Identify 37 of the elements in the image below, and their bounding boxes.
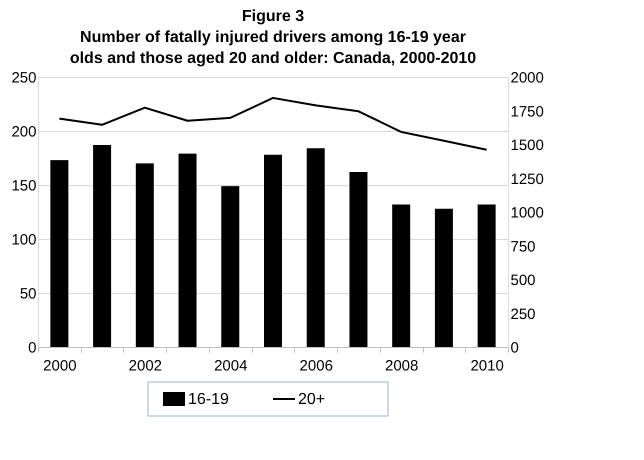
- bar: [136, 163, 154, 347]
- bar: [392, 204, 410, 347]
- y-tick-label: 200: [11, 124, 36, 140]
- bar: [434, 208, 453, 347]
- legend-label: 20+: [298, 391, 326, 408]
- bar: [478, 204, 496, 347]
- legend-label: 16-19: [188, 391, 230, 408]
- chart-subtitle: Number of fatally injured drivers among 16-19 year olds and those aged 20 and older: Canada, 2000-2010: [70, 29, 476, 67]
- chart-title: Figure 3: [242, 8, 304, 25]
- line-series: [58, 96, 488, 151]
- y-tick-label: 100: [11, 232, 36, 248]
- x-tick-label: 2008: [384, 358, 418, 374]
- y2-tick-label: 500: [510, 272, 536, 289]
- bar: [306, 148, 325, 347]
- bar: [264, 154, 282, 347]
- y2-tick-label: 250: [510, 306, 536, 323]
- y-tick-label: 150: [11, 178, 36, 194]
- x-tick-label: 2002: [128, 358, 162, 374]
- bar: [50, 160, 68, 347]
- x-tick-label: 2010: [470, 358, 504, 374]
- x-tick-label: 2006: [300, 358, 333, 374]
- y2-tick-label: 1250: [510, 170, 544, 188]
- bar: [93, 145, 112, 347]
- y2-tick-label: 1000: [510, 204, 544, 222]
- bar: [221, 186, 240, 347]
- y2-tick-label: 1500: [510, 137, 544, 154]
- y-tick-label: 0: [28, 340, 36, 356]
- x-tick-label: 2000: [43, 358, 77, 374]
- y2-tick-label: 1750: [510, 103, 544, 120]
- bar: [178, 154, 197, 347]
- y-tick-label: 250: [11, 70, 36, 86]
- y-tick-label: 50: [20, 286, 36, 302]
- bar: [349, 172, 368, 347]
- y2-tick-label: 0: [510, 340, 519, 356]
- y2-tick-label: 750: [510, 238, 536, 256]
- x-tick-label: 2004: [214, 358, 248, 374]
- y2-tick-label: 2000: [510, 70, 544, 86]
